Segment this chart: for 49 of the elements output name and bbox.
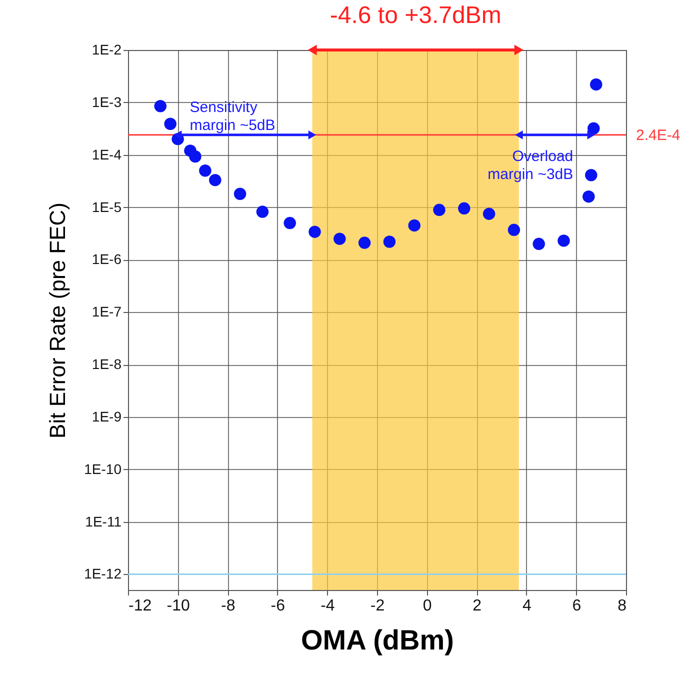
y-tick-label: 1E-11 — [85, 513, 122, 530]
x-tick-label: 2 — [472, 598, 482, 614]
point — [408, 219, 420, 232]
point — [458, 202, 470, 215]
y-tick-label: 1E-3 — [92, 94, 122, 110]
point — [234, 188, 246, 200]
y-tick-label: 1E-12 — [84, 566, 122, 582]
y-tick-label: 1E-5 — [92, 198, 122, 215]
x-tick-label: -8 — [220, 598, 236, 614]
y-axis-title: Bit Error Rate (pre FEC) — [45, 202, 70, 438]
point — [558, 234, 570, 247]
point — [433, 204, 446, 216]
y-tick-label: 1E-2 — [92, 42, 122, 58]
point — [308, 226, 321, 238]
y-tick-label: 1E-4 — [92, 146, 122, 162]
y-tick-label: 1E-10 — [84, 460, 122, 477]
y-tick-label: 1E-8 — [92, 356, 122, 372]
x-tick-label: 6 — [572, 598, 582, 614]
point — [508, 224, 520, 236]
point — [590, 78, 602, 91]
point — [189, 150, 202, 163]
point — [256, 206, 269, 218]
y-tick-label: 1E-7 — [92, 304, 122, 320]
x-tick-label: -4 — [320, 598, 335, 614]
point — [588, 122, 600, 134]
x-tick-label: -12 — [128, 598, 152, 614]
x-axis-title: OMA (dBm) — [301, 624, 454, 656]
point — [358, 236, 371, 249]
y-tick-label: 1E-6 — [92, 251, 122, 268]
x-tick-label: 4 — [522, 598, 532, 614]
x-tick-label: -2 — [370, 598, 385, 614]
point — [164, 118, 176, 130]
point — [334, 232, 346, 245]
point — [154, 100, 166, 112]
x-tick-label: -6 — [270, 598, 286, 614]
point — [532, 238, 545, 250]
point — [199, 164, 212, 177]
band-label: -4.6 to +3.7dBm — [330, 2, 502, 29]
point — [284, 216, 296, 230]
point — [482, 208, 496, 220]
y-tick-label: 1E-9 — [92, 408, 122, 424]
x-tick-label: 0 — [422, 598, 432, 614]
point — [582, 190, 595, 203]
point — [383, 236, 396, 248]
ref-line-label: 2.4E-4 — [636, 126, 680, 144]
point — [209, 174, 222, 186]
point — [585, 169, 598, 182]
x-tick-label: 8 — [618, 598, 627, 614]
x-tick-label: -10 — [166, 598, 190, 614]
